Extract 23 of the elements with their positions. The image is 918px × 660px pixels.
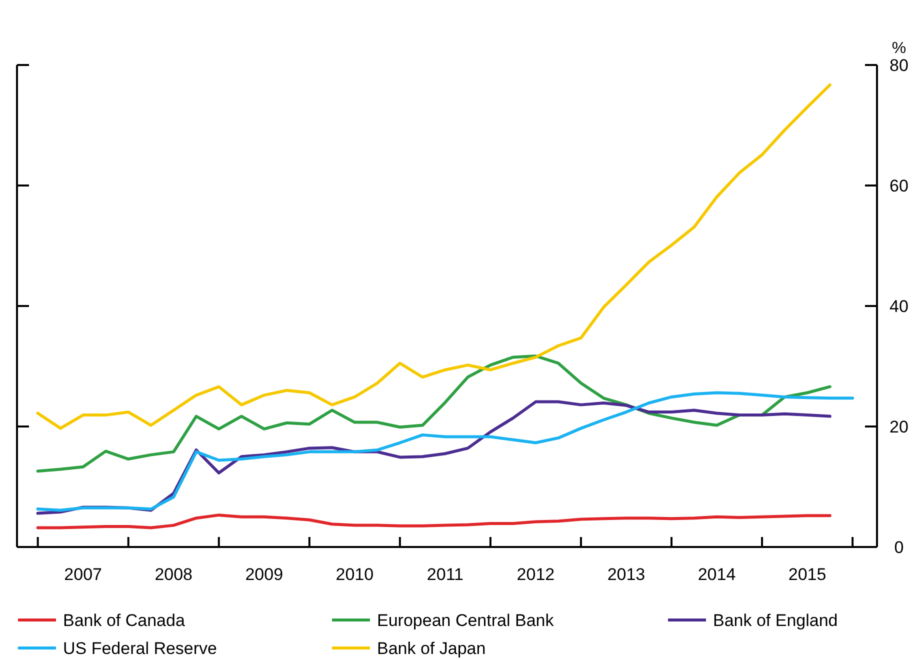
- y-tick-label: 40: [890, 296, 908, 316]
- x-tick-label: 2013: [607, 565, 646, 584]
- y-axis-title: %: [892, 40, 906, 57]
- line-series: [36, 83, 832, 430]
- legend-label: Bank of Japan: [377, 638, 486, 658]
- x-tick-label: 2014: [698, 565, 736, 584]
- x-tick-label: 2011: [426, 565, 464, 584]
- legend-label: US Federal Reserve: [63, 638, 218, 658]
- x-tick-label: 2009: [245, 565, 284, 584]
- x-tick-label: 2007: [64, 565, 102, 584]
- line-series: [36, 514, 832, 530]
- x-tick-label: 2010: [336, 565, 374, 584]
- x-tick-label: 2012: [516, 565, 555, 584]
- y-tick-label: 80: [890, 56, 908, 75]
- legend-label: Bank of Canada: [63, 610, 186, 630]
- x-tick-label: 2008: [154, 565, 193, 584]
- line-series: [36, 354, 832, 473]
- legend-label: Bank of England: [713, 610, 838, 630]
- y-tick-label: 20: [890, 417, 908, 436]
- x-tick-label: 2015: [788, 565, 826, 584]
- y-tick-label: 60: [890, 176, 908, 196]
- legend-label: European Central Bank: [377, 610, 554, 630]
- y-tick-label: 0: [894, 538, 904, 557]
